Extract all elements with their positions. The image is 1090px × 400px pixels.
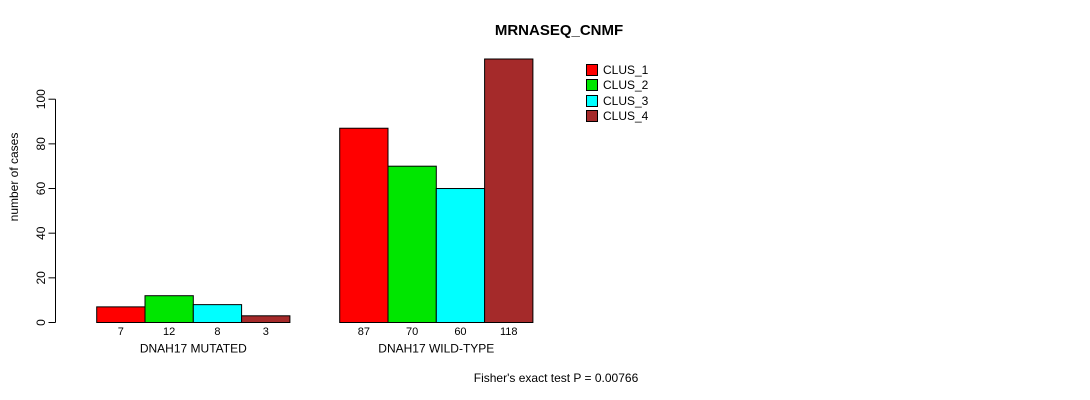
bar-clus_1-2 [339,127,389,323]
group-label: DNAH17 MUTATED [140,342,247,356]
legend-item-clus_2: CLUS_2 [586,78,648,94]
bar-value-label: 12 [163,326,175,338]
y-tick-label: 60 [34,182,48,196]
bar-value-label: 60 [454,326,466,338]
legend-label: CLUS_4 [603,109,649,124]
bar-value-label: 118 [500,326,518,338]
y-tick-label: 20 [34,271,48,285]
bar-value-label: 7 [118,326,124,338]
legend-swatch [586,63,598,76]
y-tick-label: 100 [34,89,48,109]
bar-value-label: 3 [263,326,269,338]
legend-swatch [586,110,598,123]
bar-value-label: 87 [358,326,370,338]
y-tick-label: 40 [34,226,48,240]
legend-item-clus_4: CLUS_4 [586,109,648,125]
bar-clus_4-1 [241,315,291,323]
bar-clus_4-2 [484,58,534,323]
bar-clus_2-1 [144,295,194,324]
legend-label: CLUS_1 [603,62,649,77]
bar-clus_3-1 [192,304,243,323]
legend-item-clus_1: CLUS_1 [586,62,648,78]
bar-value-label: 8 [214,326,220,338]
legend-item-clus_3: CLUS_3 [586,93,648,109]
legend: CLUS_1 CLUS_2 CLUS_3 CLUS_4 [586,62,648,124]
bar-clus_2-2 [387,165,437,323]
y-tick-label: 80 [34,137,48,151]
legend-label: CLUS_2 [603,78,649,93]
chart-title: MRNASEQ_CNMF [494,22,624,39]
stat-annotation: Fisher's exact test P = 0.00766 [473,371,639,385]
legend-label: CLUS_3 [603,93,649,108]
bar-clus_3-2 [435,188,486,323]
group-label: DNAH17 WILD-TYPE [378,342,494,356]
legend-swatch [586,94,598,107]
y-tick-label: 0 [34,319,48,326]
bar-clus_1-1 [96,306,146,323]
legend-swatch [586,79,598,92]
bar-value-label: 70 [406,326,418,338]
